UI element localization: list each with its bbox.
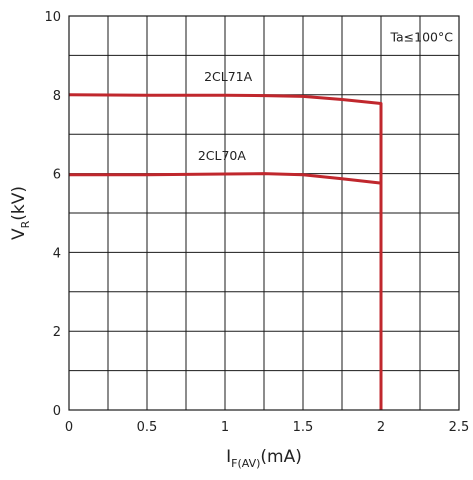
y-tick-label: 2 xyxy=(53,325,61,340)
x-tick-label: 0 xyxy=(65,420,73,435)
plot-border xyxy=(68,15,460,411)
y-tick-label: 4 xyxy=(53,246,61,261)
series-label-2cl71a: 2CL71A xyxy=(204,69,253,84)
x-tick-label: 0.5 xyxy=(137,420,158,435)
y-tick-label: 8 xyxy=(53,89,61,104)
series-line-2cl71a xyxy=(68,93,383,410)
x-axis-title: IF(AV)(mA) xyxy=(226,447,302,470)
x-tick-label: 2.5 xyxy=(449,420,470,435)
plot-frame xyxy=(68,15,460,411)
series-lines xyxy=(68,93,383,410)
y-axis-title: VR(kV) xyxy=(9,186,32,240)
labels: 2CL71A 2CL70A Ta≤100°C 0 0.5 1 1.5 2 2.5 0 2 4 6 8 10 I… xyxy=(9,10,469,470)
x-tick-label: 1 xyxy=(221,420,229,435)
grid xyxy=(69,16,459,410)
series-line-2cl70a xyxy=(69,172,383,410)
series-label-2cl70a: 2CL70A xyxy=(198,148,247,163)
y-tick-label: 6 xyxy=(53,168,61,183)
x-tick-label: 2 xyxy=(377,420,385,435)
condition-note: Ta≤100°C xyxy=(389,30,453,45)
x-tick-label: 1.5 xyxy=(293,420,314,435)
y-tick-label: 0 xyxy=(53,404,61,419)
y-tick-label: 10 xyxy=(44,10,61,25)
